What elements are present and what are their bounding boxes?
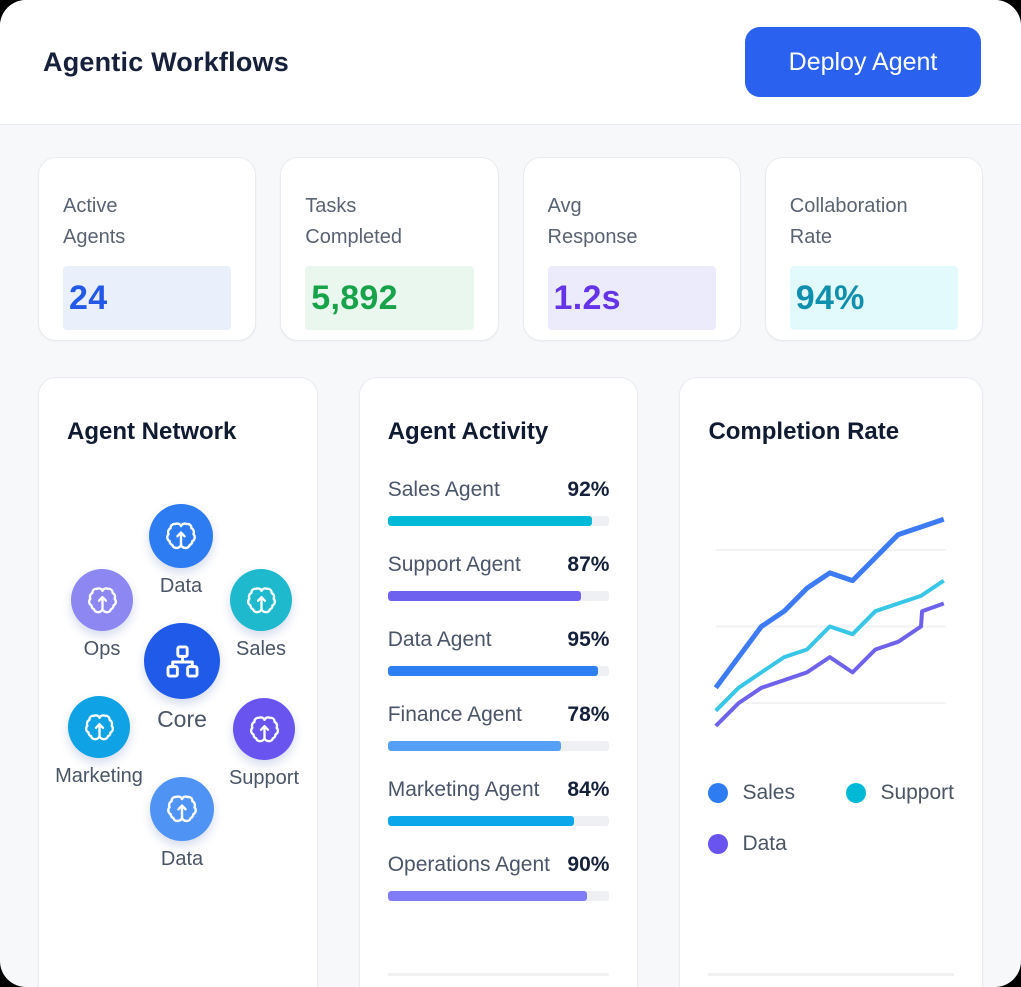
stat-card: Avg Response 1.2s [522, 157, 741, 341]
brain-icon [84, 713, 114, 740]
series-line-sales [714, 516, 946, 690]
activity-list: Sales Agent 92% Support Agent 87% Data A… [387, 474, 610, 901]
stat-label: Active Agents [63, 195, 126, 248]
content: Active Agents 24 Tasks Completed 5,892 Avg… [0, 125, 1021, 987]
agent-label: Operations Agent [387, 853, 550, 876]
stat-value: 24 [63, 266, 232, 330]
network-node-ops [71, 569, 133, 631]
activity-row: Support Agent 87% [387, 549, 610, 601]
progress-track [387, 816, 610, 826]
completion-line-chart [714, 516, 947, 728]
cutoff-divider [708, 973, 954, 976]
sitemap-icon [166, 645, 198, 677]
agent-activity-panel: Agent Activity Sales Agent 92% Support A… [358, 377, 639, 987]
stat-value: 5,892 [305, 266, 474, 330]
stat-card: Active Agents 24 [38, 157, 257, 341]
completion-rate-panel: Completion Rate Sales Support Data [679, 377, 983, 987]
progress-track [387, 666, 610, 676]
stats-row: Active Agents 24 Tasks Completed 5,892 Avg… [38, 157, 983, 341]
progress-track [387, 741, 610, 751]
stat-label: Collaboration Rate [789, 195, 908, 248]
series-line-data [714, 601, 945, 728]
legend-item-data: Data [708, 832, 846, 856]
progress-track [387, 516, 610, 526]
network-node-label: Core [157, 706, 207, 732]
activity-row: Data Agent 95% [387, 624, 610, 676]
progress-fill [387, 516, 592, 526]
network-node-label: Sales [235, 638, 287, 660]
stat-value: 1.2s [547, 266, 716, 330]
agent-label: Sales Agent [387, 478, 500, 501]
progress-track [387, 591, 610, 601]
stat-card: Tasks Completed 5,892 [280, 157, 499, 341]
progress-fill [387, 666, 599, 676]
stat-label: Avg Response [547, 195, 638, 248]
network-node-label: Data [159, 575, 203, 597]
legend-dot [708, 783, 729, 803]
deploy-agent-button[interactable]: Deploy Agent [745, 27, 981, 97]
agent-label: Data Agent [387, 628, 492, 651]
progress-fill [387, 816, 574, 826]
brain-icon [246, 586, 276, 613]
stat-value: 94% [789, 266, 958, 330]
network-diagram: Data Ops Sales Core Marketing Support Data [55, 468, 299, 908]
network-node-label: Marketing [55, 765, 143, 787]
brain-icon [167, 795, 197, 823]
agent-percent: 92% [567, 478, 610, 501]
brain-icon [87, 586, 117, 613]
header: Agentic Workflows Deploy Agent [0, 0, 1021, 125]
progress-fill [387, 891, 588, 901]
stat-label: Tasks Completed [305, 195, 402, 248]
legend-item-sales: Sales [708, 781, 846, 805]
legend-label: Support [880, 781, 954, 804]
cutoff-divider [387, 973, 610, 976]
network-node-support [233, 698, 295, 760]
agent-label: Marketing Agent [387, 778, 540, 801]
agent-label: Finance Agent [387, 703, 522, 726]
agent-percent: 90% [567, 853, 610, 876]
agent-label: Support Agent [387, 553, 521, 576]
progress-track [387, 891, 610, 901]
activity-row: Marketing Agent 84% [387, 774, 610, 826]
network-node-marketing [68, 696, 130, 758]
legend-dot [708, 834, 729, 854]
activity-row: Sales Agent 92% [387, 474, 610, 526]
agent-activity-title: Agent Activity [387, 418, 549, 445]
panels-row: Agent Network Data Ops Sales Core Marketing S… [38, 377, 983, 987]
completion-rate-title: Completion Rate [708, 418, 900, 445]
legend-item-support: Support [846, 781, 954, 805]
series-line-support [714, 578, 946, 713]
activity-row: Operations Agent 90% [387, 849, 610, 901]
activity-row: Finance Agent 78% [387, 699, 610, 751]
progress-fill [387, 591, 581, 601]
network-node-data [149, 504, 213, 568]
network-node-sales [230, 569, 292, 631]
agent-network-title: Agent Network [67, 418, 237, 445]
legend-label: Data [742, 832, 787, 855]
stat-card: Collaboration Rate 94% [764, 157, 983, 341]
progress-fill [387, 741, 561, 751]
agent-network-panel: Agent Network Data Ops Sales Core Marketing S… [38, 377, 318, 987]
chart-legend: Sales Support Data [708, 781, 954, 856]
brain-icon [166, 522, 196, 550]
legend-label: Sales [742, 781, 795, 804]
network-node-label: Support [228, 767, 300, 789]
network-node-core [144, 623, 220, 699]
legend-dot [846, 783, 867, 803]
agent-percent: 78% [567, 703, 610, 726]
agent-percent: 95% [567, 628, 610, 651]
page-title: Agentic Workflows [43, 46, 289, 77]
network-node-label: Data [160, 848, 204, 870]
network-node-label: Ops [83, 638, 121, 660]
brain-icon [249, 715, 279, 742]
agent-percent: 87% [567, 553, 610, 576]
network-node-data [150, 777, 214, 841]
agent-percent: 84% [567, 778, 610, 801]
